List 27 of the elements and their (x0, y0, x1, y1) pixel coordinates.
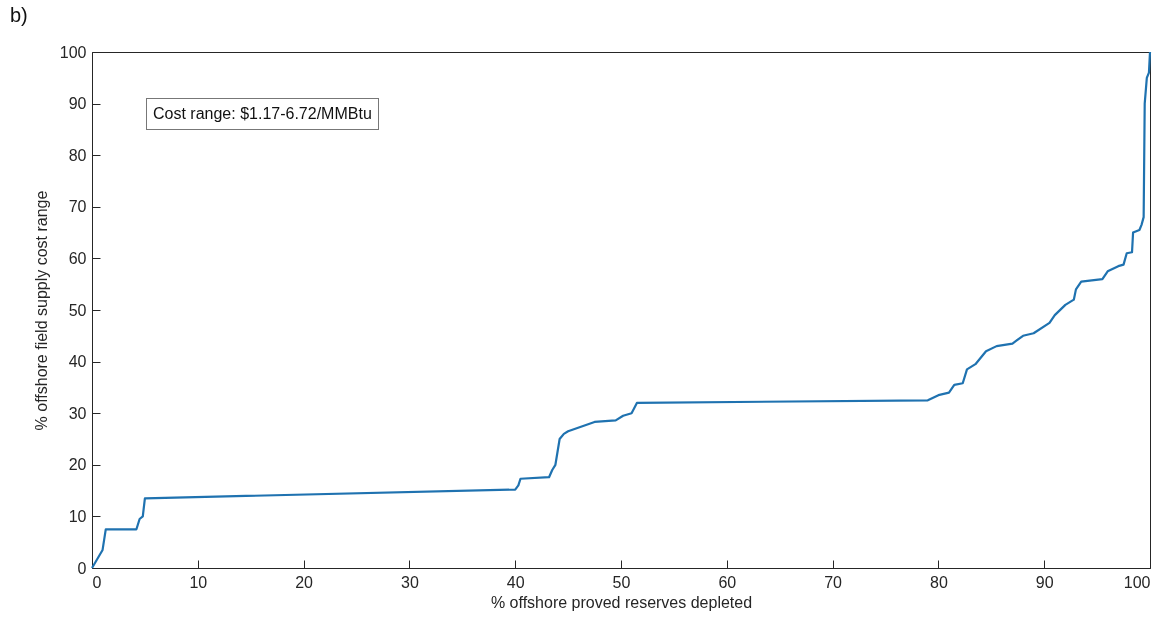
y-axis-title: % offshore field supply cost range (32, 190, 50, 431)
chart-title: b) (10, 4, 28, 26)
x-tick-label: 60 (718, 573, 737, 591)
y-tick-label: 40 (68, 353, 87, 371)
line-series (90, 50, 1152, 570)
y-tick-label: 0 (77, 559, 87, 577)
y-tick-label: 100 (59, 43, 87, 61)
x-tick-label: 100 (1123, 573, 1151, 591)
y-tick-label: 10 (68, 507, 87, 525)
y-tick-label: 90 (68, 95, 87, 113)
y-tick-label: 70 (68, 198, 87, 216)
x-tick-label: 50 (612, 573, 631, 591)
x-tick-label: 10 (189, 573, 208, 591)
x-tick-label: 30 (401, 573, 419, 591)
x-tick-label: 80 (930, 573, 948, 591)
y-tick-label: 30 (68, 404, 87, 422)
x-tick-label: 70 (824, 573, 843, 591)
x-tick-label: 0 (92, 573, 102, 591)
y-tick-label: 50 (68, 301, 87, 319)
x-tick-label: 90 (1035, 573, 1054, 591)
annotation: Cost range: $1.17-6.72/MMBtu (146, 98, 379, 130)
y-tick-label: 80 (68, 146, 87, 164)
x-tick-label: 40 (506, 573, 525, 591)
y-tick-label: 60 (68, 249, 87, 267)
x-tick-label: 20 (295, 573, 314, 591)
x-axis-title: % offshore proved reserves depleted (490, 593, 753, 611)
y-tick-label: 20 (68, 456, 87, 474)
